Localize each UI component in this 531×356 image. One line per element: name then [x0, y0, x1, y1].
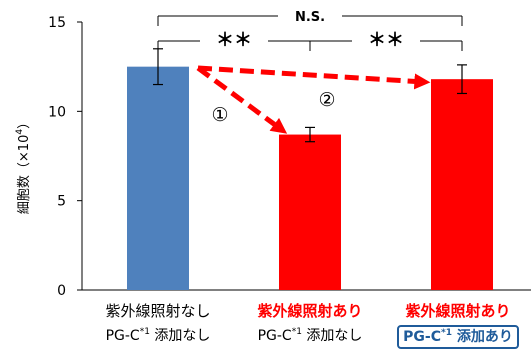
bar-chart: 0 5 10 15 細胞数（×104） N.S. ＊＊ ＊＊ ① ②: [15, 10, 531, 299]
y-tick-label: 15: [48, 15, 66, 31]
significance-label: ＊＊: [216, 30, 252, 51]
category-label: 紫外線照射なし PG-C*1 添加なし: [83, 300, 233, 347]
y-tick-label: 5: [57, 194, 66, 210]
bar: [127, 66, 189, 291]
significance-label: ＊＊: [368, 30, 404, 51]
category-label-line2: PG-C*1 添加なし: [257, 327, 363, 345]
arrow-1-label: ①: [211, 104, 228, 126]
bar: [279, 134, 341, 290]
bar: [431, 79, 493, 290]
arrow-1: [196, 65, 288, 134]
category-label-line2: PG-C*1 添加あり: [383, 325, 531, 349]
category-label-line1: 紫外線照射なし: [105, 302, 211, 320]
arrow-2: [197, 65, 431, 90]
category-label: 紫外線照射あり PG-C*1 添加なし: [235, 300, 385, 347]
y-tick-label: 10: [48, 104, 66, 120]
category-label-line1: 紫外線照射あり: [405, 302, 511, 320]
arrow-2-label: ②: [318, 89, 335, 111]
significance-label: N.S.: [295, 10, 325, 25]
category-label-line1: 紫外線照射あり: [257, 302, 363, 320]
y-axis-label: 細胞数（×104）: [15, 116, 32, 214]
category-label-line2: PG-C*1 添加なし: [105, 327, 211, 345]
category-label: 紫外線照射あり PG-C*1 添加あり: [383, 300, 531, 349]
y-tick-label: 0: [57, 283, 66, 299]
